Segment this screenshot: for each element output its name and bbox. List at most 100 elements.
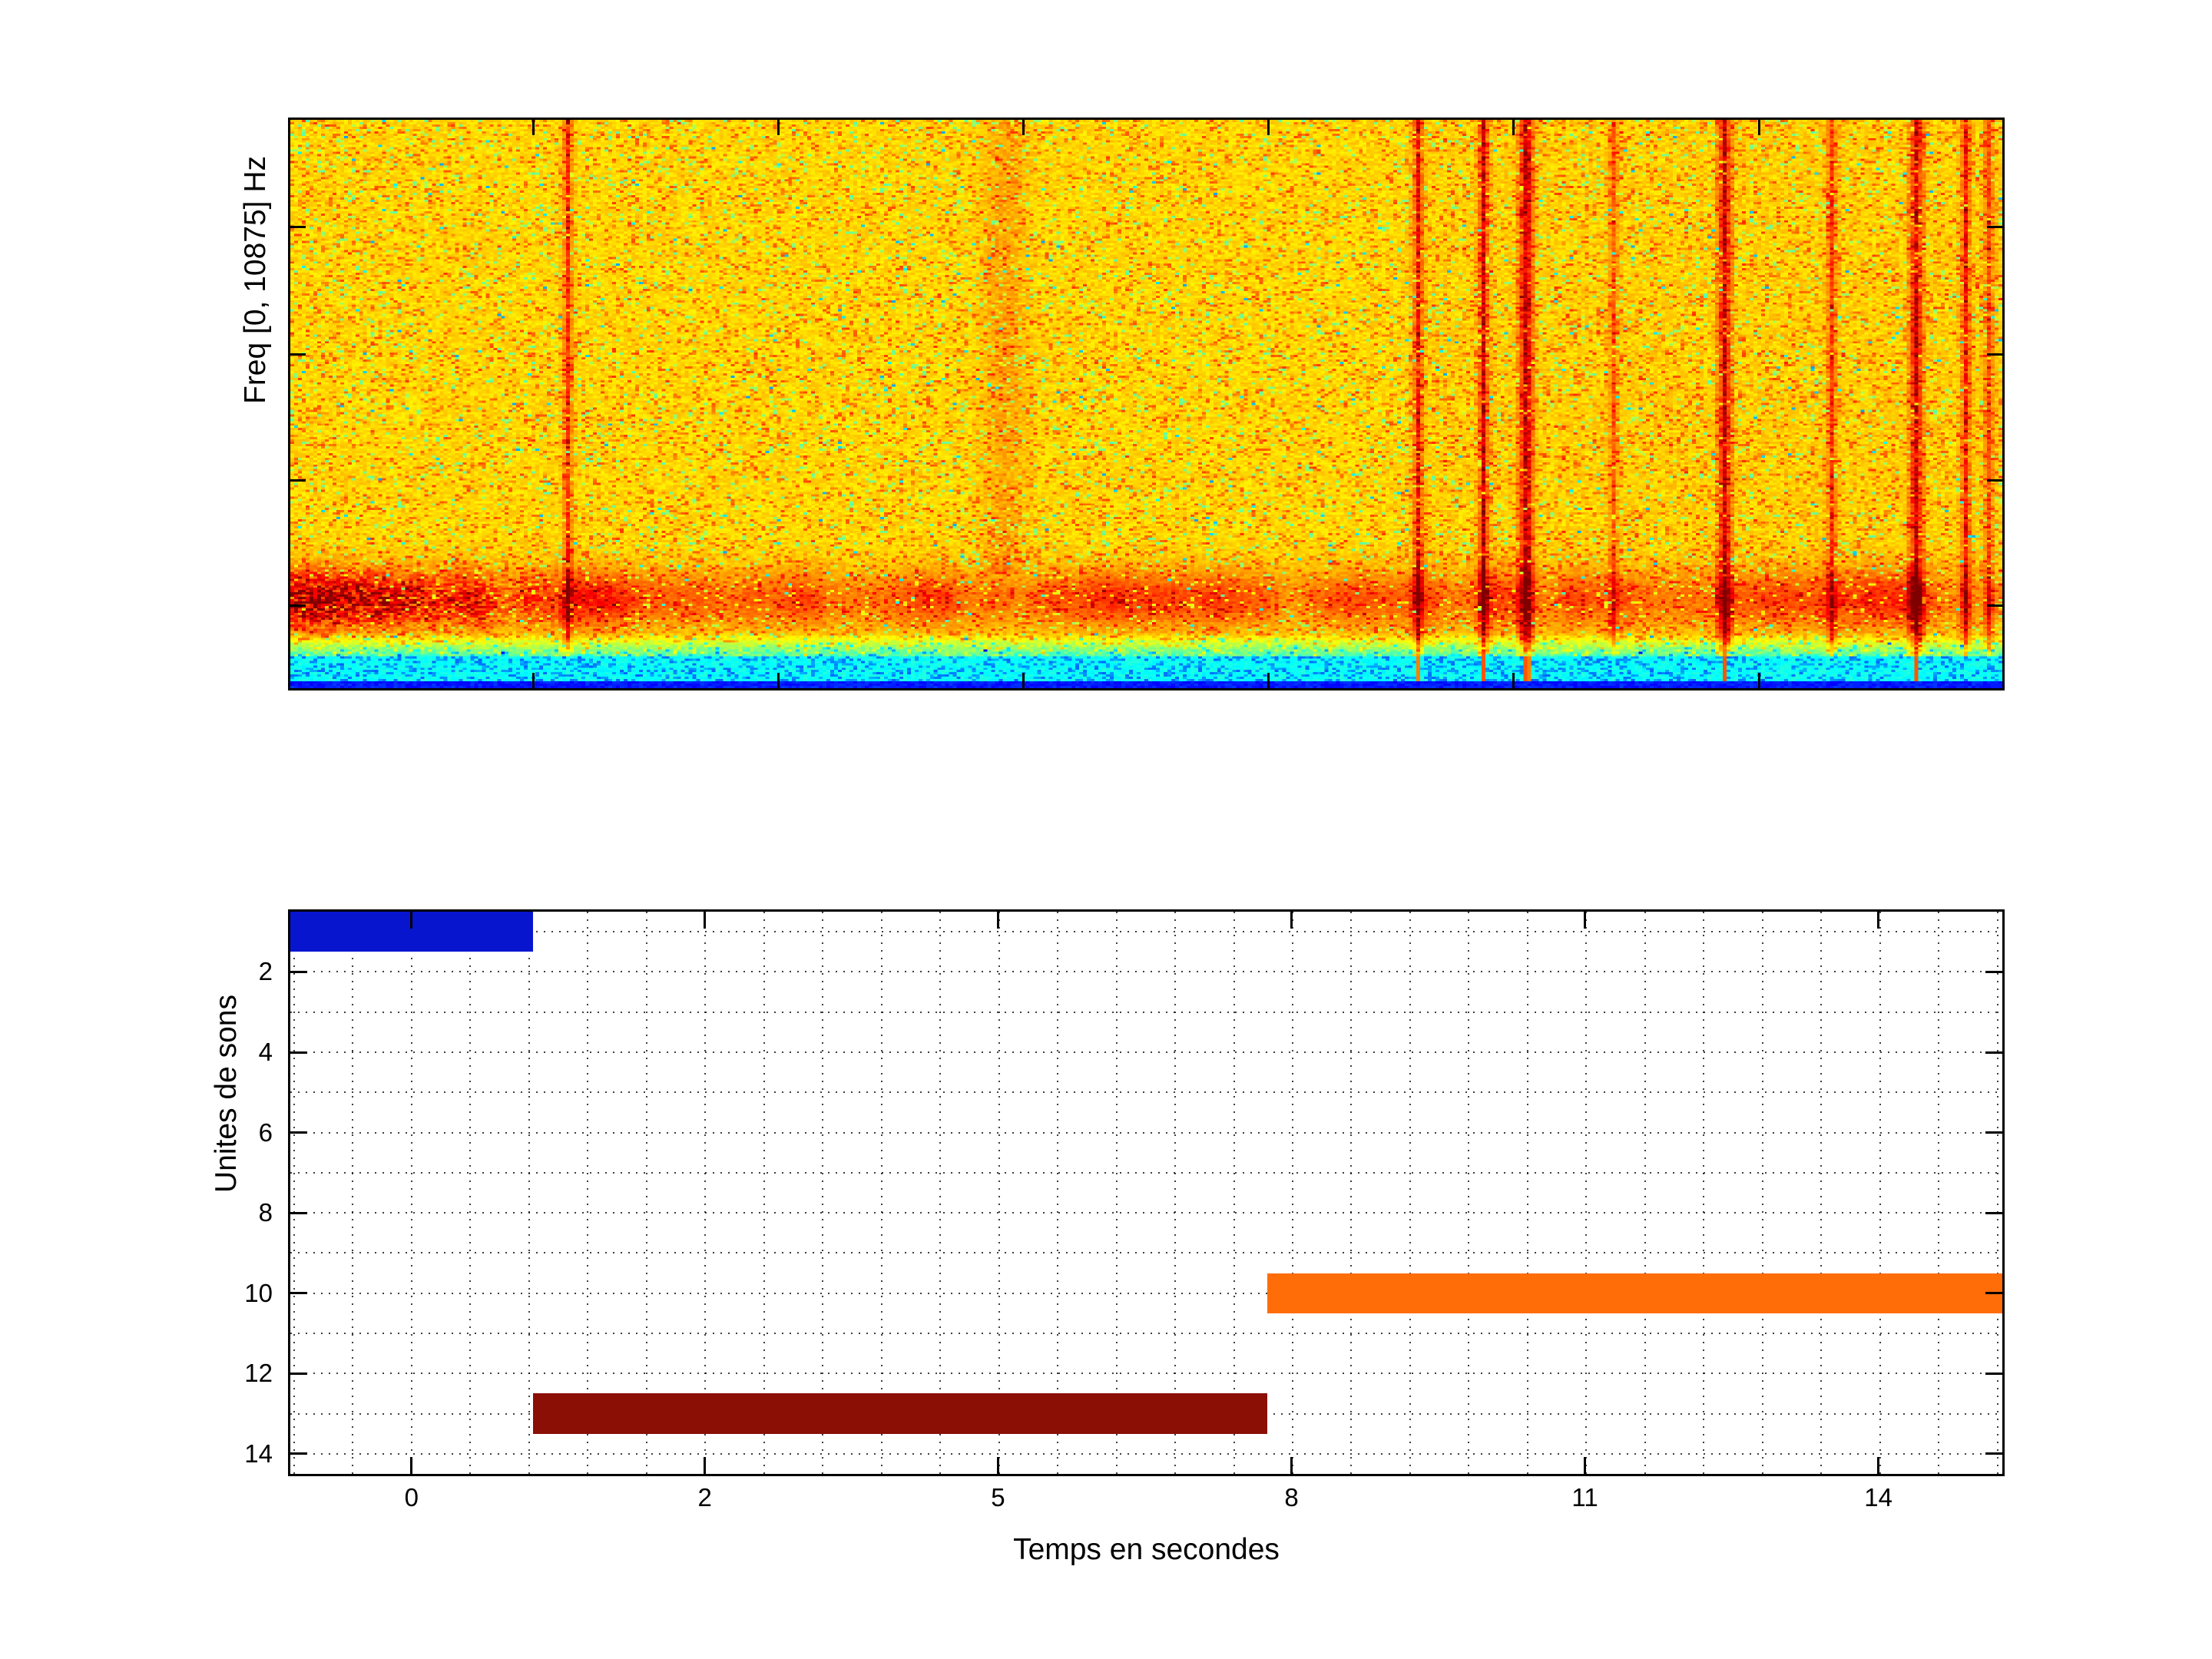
y-axis-tick bbox=[290, 970, 307, 973]
segmentation-axes bbox=[288, 909, 2005, 1476]
spectrogram-x-tick-top bbox=[777, 120, 780, 135]
spectrogram-x-tick-top bbox=[1757, 120, 1760, 135]
gridline-vertical bbox=[880, 912, 882, 1474]
y-axis-tick-right bbox=[1985, 1452, 2002, 1455]
spectrogram-y-tick-right bbox=[1987, 604, 2002, 608]
gridline-vertical bbox=[998, 912, 1000, 1474]
gridline-horizontal bbox=[290, 1131, 2002, 1134]
gridline-vertical bbox=[704, 912, 707, 1474]
gridline-vertical bbox=[1233, 912, 1235, 1474]
y-axis-tick-right bbox=[1985, 1051, 2002, 1054]
gridline-horizontal bbox=[290, 971, 2002, 973]
gridline-horizontal bbox=[290, 1292, 2002, 1294]
x-axis-tick bbox=[1290, 1457, 1293, 1474]
x-axis-tick-top bbox=[996, 912, 999, 929]
x-tick-label-8: 8 bbox=[1284, 1483, 1299, 1512]
gridline-vertical bbox=[1350, 912, 1353, 1474]
y-axis-tick bbox=[290, 1372, 307, 1375]
y-axis-tick-right bbox=[1985, 1292, 2002, 1295]
spectrogram-x-tick-top bbox=[1512, 120, 1515, 135]
y-axis-tick bbox=[290, 1452, 307, 1455]
gridline-vertical bbox=[1057, 912, 1059, 1474]
gridline-vertical bbox=[469, 912, 472, 1474]
gridline-vertical bbox=[528, 912, 530, 1474]
gridline-horizontal bbox=[290, 1171, 2002, 1174]
x-axis-tick-top bbox=[1877, 912, 1880, 929]
x-axis-tick bbox=[1877, 1457, 1880, 1474]
gridline-horizontal bbox=[290, 931, 2002, 933]
gridline-vertical bbox=[1174, 912, 1177, 1474]
gridline-vertical bbox=[1761, 912, 1763, 1474]
y-axis-tick-right bbox=[1985, 1372, 2002, 1375]
y-axis-tick-right bbox=[1985, 1131, 2002, 1134]
y-tick-label-4: 4 bbox=[258, 1038, 273, 1066]
spectrogram-x-tick-top bbox=[531, 120, 535, 135]
gridline-vertical bbox=[763, 912, 765, 1474]
x-axis-tick-top bbox=[704, 912, 707, 929]
spectrogram-y-tick bbox=[290, 226, 306, 229]
spectrogram-x-tick bbox=[1757, 673, 1760, 688]
y-axis-tick bbox=[290, 1211, 307, 1214]
spectrogram-x-tick-top bbox=[1267, 120, 1270, 135]
x-axis-tick-top bbox=[410, 912, 413, 929]
y-axis-tick bbox=[290, 1292, 307, 1295]
spectrogram-axes bbox=[288, 118, 2005, 690]
x-tick-label-2: 2 bbox=[697, 1483, 712, 1512]
y-axis-tick-right bbox=[1985, 970, 2002, 973]
gridline-horizontal bbox=[290, 1333, 2002, 1334]
gridline-vertical bbox=[1585, 912, 1588, 1474]
gridline-horizontal bbox=[290, 1212, 2002, 1214]
gridline-vertical bbox=[1526, 912, 1528, 1474]
spectrogram-x-tick bbox=[777, 673, 780, 688]
gridline-vertical bbox=[1703, 912, 1705, 1474]
y-tick-label-6: 6 bbox=[258, 1118, 273, 1147]
gridline-vertical bbox=[1644, 912, 1646, 1474]
spectrogram-x-tick bbox=[1512, 673, 1515, 688]
gridline-horizontal bbox=[290, 1051, 2002, 1053]
spectrogram-y-tick-right bbox=[1987, 478, 2002, 482]
spectrogram-y-tick bbox=[290, 478, 306, 482]
spectrogram-x-tick bbox=[1022, 673, 1025, 688]
x-axis-tick bbox=[996, 1457, 999, 1474]
gridline-vertical bbox=[1468, 912, 1470, 1474]
gridline-vertical bbox=[293, 912, 295, 1474]
gridline-vertical bbox=[587, 912, 589, 1474]
gridline-vertical bbox=[645, 912, 647, 1474]
gridline-horizontal bbox=[290, 1252, 2002, 1254]
spectrogram-image bbox=[290, 120, 2002, 688]
y-axis-tick-right bbox=[1985, 1211, 2002, 1214]
spectrogram-y-tick bbox=[290, 353, 306, 356]
gridline-vertical bbox=[822, 912, 824, 1474]
spectrogram-x-tick-top bbox=[1022, 120, 1025, 135]
gridline-vertical bbox=[939, 912, 942, 1474]
y-tick-label-10: 10 bbox=[244, 1278, 273, 1307]
gridline-vertical bbox=[1996, 912, 1998, 1474]
spectrogram-y-tick-right bbox=[1987, 353, 2002, 356]
spectrogram-y-tick-right bbox=[1987, 226, 2002, 229]
y-tick-label-2: 2 bbox=[258, 957, 273, 986]
x-tick-label-14: 14 bbox=[1864, 1483, 1892, 1512]
x-axis-tick bbox=[704, 1457, 707, 1474]
x-tick-label-11: 11 bbox=[1571, 1483, 1598, 1512]
y-tick-label-14: 14 bbox=[244, 1439, 273, 1468]
gridline-vertical bbox=[410, 912, 412, 1474]
gridline-horizontal bbox=[290, 1452, 2002, 1455]
gantt-bar-unit-13 bbox=[533, 1393, 1267, 1434]
spectrogram-x-tick bbox=[1267, 673, 1270, 688]
y-axis-tick bbox=[290, 1131, 307, 1134]
gridline-horizontal bbox=[290, 1011, 2002, 1013]
gridline-vertical bbox=[1115, 912, 1118, 1474]
segmentation-xlabel: Temps en secondes bbox=[1013, 1533, 1280, 1566]
spectrogram-y-tick bbox=[290, 604, 306, 608]
gridline-vertical bbox=[352, 912, 354, 1474]
gridline-horizontal bbox=[290, 1091, 2002, 1094]
x-axis-tick bbox=[1584, 1457, 1587, 1474]
x-axis-tick bbox=[410, 1457, 413, 1474]
gridline-vertical bbox=[1820, 912, 1823, 1474]
x-axis-tick-top bbox=[1584, 912, 1587, 929]
gridline-vertical bbox=[1409, 912, 1411, 1474]
x-tick-label-0: 0 bbox=[404, 1483, 419, 1512]
x-axis-tick-top bbox=[1290, 912, 1293, 929]
gridline-vertical bbox=[1292, 912, 1293, 1474]
